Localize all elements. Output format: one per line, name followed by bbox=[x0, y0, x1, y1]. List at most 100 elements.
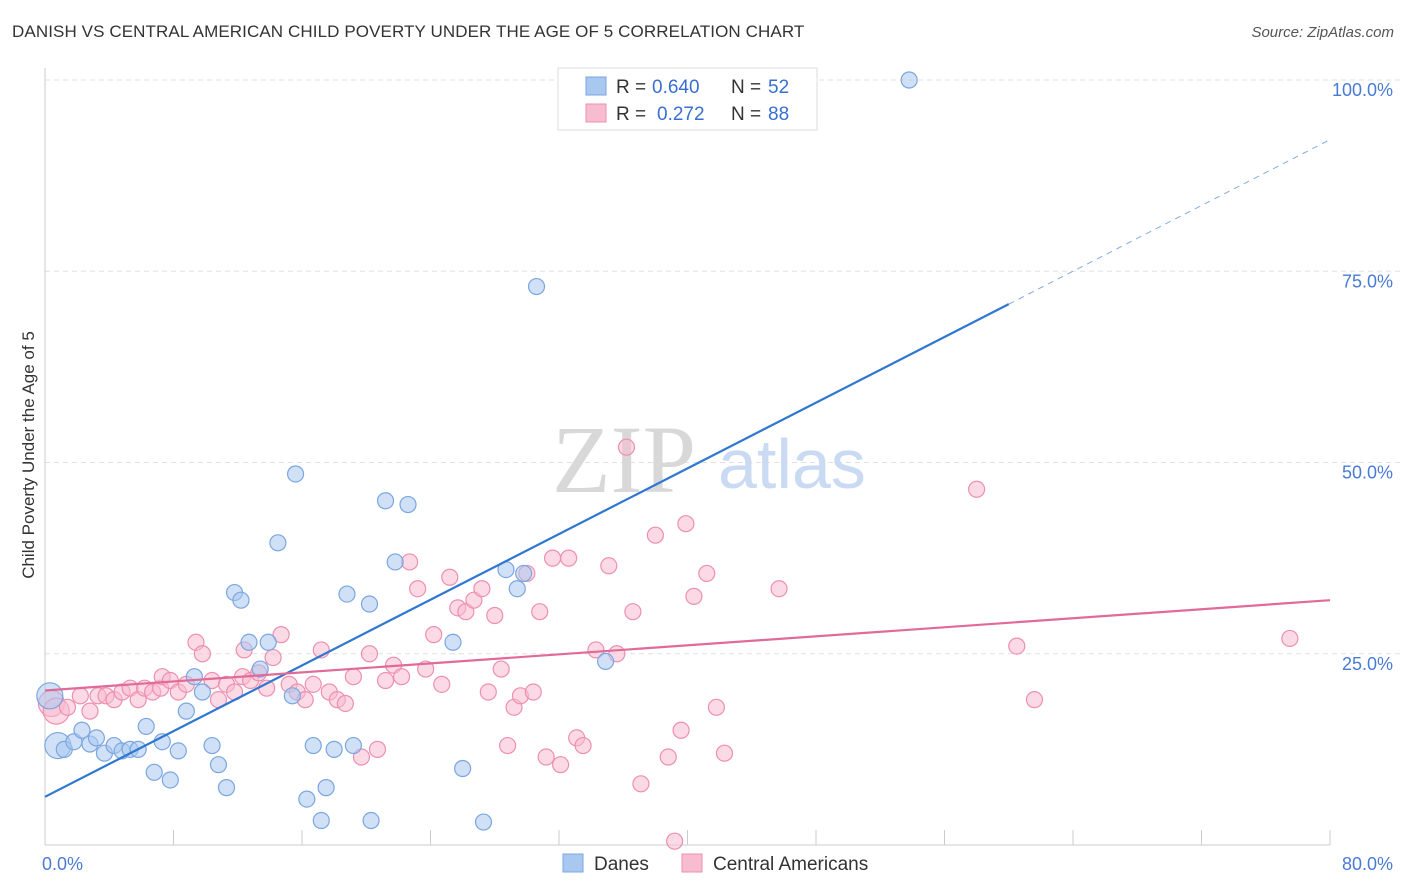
central-americans-point bbox=[552, 756, 570, 774]
danes-point bbox=[240, 633, 258, 651]
central-americans-point bbox=[304, 675, 322, 693]
central-americans-point bbox=[617, 438, 636, 456]
central-americans-point bbox=[537, 748, 555, 766]
y-tick-label: 50.0% bbox=[1342, 463, 1393, 483]
central-americans-point bbox=[632, 775, 650, 793]
danes-point bbox=[137, 717, 155, 736]
central-americans-point bbox=[492, 660, 510, 678]
central-americans-point bbox=[770, 580, 788, 598]
danes-point bbox=[145, 763, 163, 781]
y-axis-label: Child Poverty Under the Age of 5 bbox=[19, 331, 38, 579]
central-americans-point bbox=[587, 641, 605, 659]
bottom-legend-swatch-danes bbox=[562, 853, 584, 873]
legend-swatch-danes bbox=[585, 76, 607, 96]
central-americans-point bbox=[600, 557, 618, 575]
bottom-legend-central-americans: Central Americans bbox=[713, 854, 868, 875]
central-americans-point bbox=[685, 587, 703, 605]
central-americans-point bbox=[677, 515, 695, 533]
danes-point bbox=[596, 652, 615, 671]
danes-point bbox=[203, 736, 221, 755]
central-americans-point bbox=[360, 645, 379, 663]
central-americans-point bbox=[574, 736, 592, 755]
danes-point bbox=[193, 683, 212, 701]
danes-point bbox=[399, 495, 417, 514]
danes-point bbox=[338, 585, 356, 603]
danes-trend-extension bbox=[1008, 139, 1331, 305]
central-americans-point bbox=[58, 698, 77, 716]
central-americans-point bbox=[392, 668, 411, 686]
danes-point bbox=[169, 742, 187, 760]
central-americans-point bbox=[666, 832, 684, 850]
x-tick-label: 80.0% bbox=[1342, 854, 1393, 874]
danes-point bbox=[344, 736, 362, 755]
source-label: Source: ZipAtlas.com bbox=[1251, 24, 1394, 41]
danes-point bbox=[177, 702, 195, 720]
central-americans-point bbox=[193, 645, 212, 663]
danes-point bbox=[386, 553, 404, 571]
trend-lines bbox=[44, 139, 1331, 798]
danes-point bbox=[508, 580, 526, 598]
central-americans-point bbox=[499, 736, 517, 755]
danes-point bbox=[527, 277, 546, 296]
danes-point bbox=[317, 779, 335, 797]
legend-r-value: 0.640 bbox=[652, 77, 700, 98]
legend-r-label: R = bbox=[616, 104, 646, 125]
data-points bbox=[36, 71, 1299, 850]
y-tick-label: 25.0% bbox=[1342, 654, 1393, 674]
danes-point bbox=[209, 756, 228, 774]
danes-point bbox=[444, 633, 462, 651]
danes-point bbox=[185, 668, 203, 686]
danes-point bbox=[259, 633, 277, 651]
danes-point bbox=[376, 492, 395, 510]
x-tick-label: 0.0% bbox=[42, 854, 83, 874]
central-americans-point bbox=[698, 564, 716, 583]
central-americans-point bbox=[401, 553, 419, 571]
central-americans-point bbox=[441, 568, 459, 586]
danes-point bbox=[36, 682, 64, 710]
danes-point bbox=[283, 687, 301, 705]
danes-point bbox=[269, 534, 287, 552]
danes-point bbox=[900, 71, 918, 89]
central-americans-point bbox=[473, 580, 491, 598]
bottom-legend-danes: Danes bbox=[594, 854, 649, 875]
legend-n-value: 88 bbox=[768, 104, 789, 125]
central-americans-point bbox=[715, 744, 734, 762]
central-americans-trend-line bbox=[44, 599, 1331, 692]
central-americans-point bbox=[1025, 691, 1044, 709]
central-americans-point bbox=[524, 683, 542, 701]
central-americans-point bbox=[376, 671, 395, 690]
danes-point bbox=[161, 771, 179, 789]
bottom-legend-swatch-central-americans bbox=[681, 853, 703, 873]
top-legend: R = 0.640 N = 52 R = 0.272 N = 88 bbox=[557, 67, 818, 131]
central-americans-point bbox=[646, 526, 664, 544]
grid-lines bbox=[45, 79, 1400, 655]
legend-n-label: N = bbox=[731, 77, 761, 98]
legend-r-value: 0.272 bbox=[657, 104, 705, 125]
central-americans-point bbox=[1281, 629, 1299, 648]
danes-point bbox=[232, 591, 250, 609]
central-americans-point bbox=[543, 549, 562, 567]
central-americans-point bbox=[425, 626, 443, 644]
central-americans-point bbox=[336, 694, 354, 713]
central-americans-point bbox=[368, 740, 387, 758]
legend-r-label: R = bbox=[616, 77, 646, 98]
watermark-atlas: atlas bbox=[718, 425, 866, 503]
danes-point bbox=[515, 564, 533, 583]
central-americans-point bbox=[71, 687, 89, 705]
central-americans-point bbox=[433, 675, 451, 693]
danes-point bbox=[87, 729, 106, 747]
danes-trend-line bbox=[44, 303, 1010, 798]
central-americans-point bbox=[560, 549, 578, 567]
danes-point bbox=[474, 813, 493, 831]
central-americans-point bbox=[531, 603, 549, 621]
legend-n-value: 52 bbox=[768, 77, 789, 98]
central-americans-point bbox=[409, 580, 427, 598]
danes-point bbox=[312, 811, 330, 830]
bottom-legend: Danes Central Americans bbox=[562, 853, 868, 875]
central-americans-point bbox=[624, 603, 642, 621]
danes-point bbox=[325, 740, 343, 758]
danes-point bbox=[217, 779, 236, 797]
watermark-zip: ZIP bbox=[552, 406, 696, 513]
central-americans-point bbox=[659, 748, 677, 766]
central-americans-point bbox=[479, 683, 497, 701]
